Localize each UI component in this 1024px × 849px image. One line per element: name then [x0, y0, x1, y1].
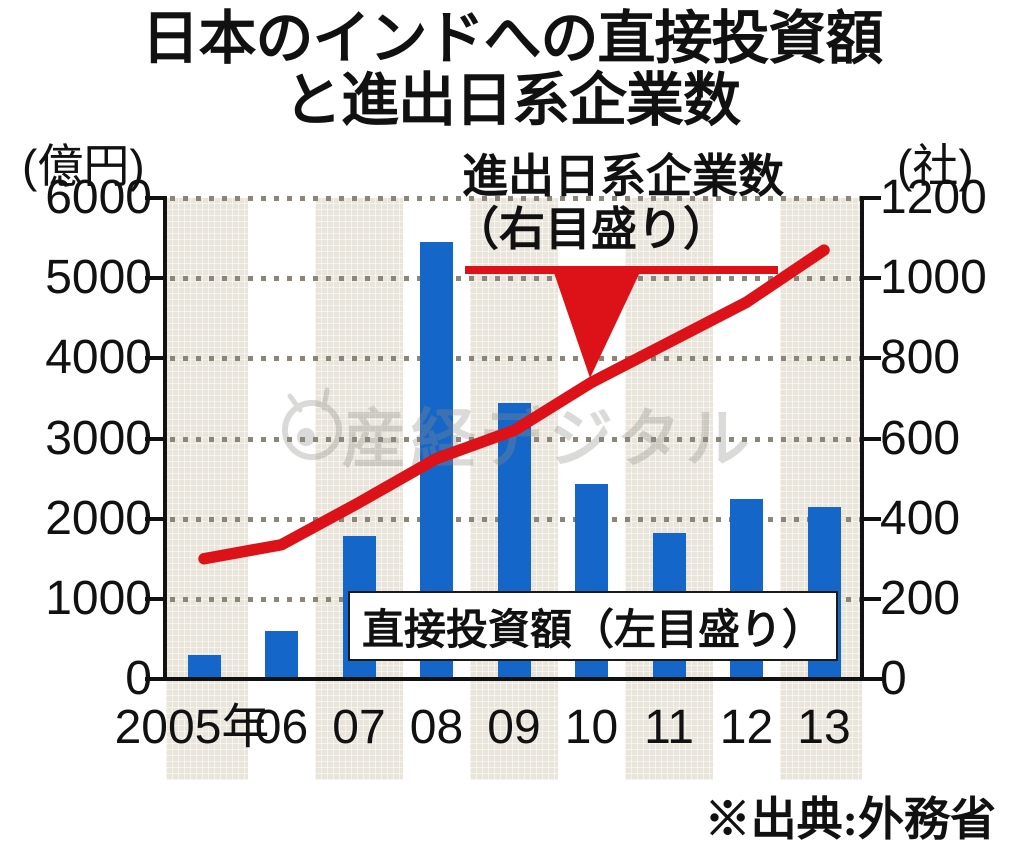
- x-axis-label: 09: [487, 701, 541, 754]
- right-axis-tick-label: 1200: [880, 171, 987, 224]
- right-axis-tick-label: 200: [880, 571, 961, 625]
- x-axis-label: 07: [332, 701, 386, 754]
- left-axis-line: [163, 196, 167, 681]
- left-axis-unit: (億円): [22, 140, 145, 192]
- line-series-label-line2: （右目盛り）: [453, 203, 729, 255]
- right-axis-tick: [862, 516, 881, 521]
- left-axis-tick-label: 4000: [45, 331, 152, 385]
- left-axis-tick: [145, 356, 164, 361]
- right-axis-tick: [862, 436, 881, 441]
- right-axis-tick: [862, 196, 881, 200]
- left-axis-tick: [145, 276, 164, 281]
- x-axis-label: 10: [564, 701, 619, 754]
- chart-title: 日本のインドへの直接投資額 と進出日系企業数: [0, 8, 1024, 132]
- gridline: [170, 276, 860, 282]
- watermark-mascot-icon: [272, 382, 350, 471]
- x-axis-label: 11: [644, 701, 694, 754]
- gridline: [170, 196, 860, 201]
- right-axis-tick-label: 600: [880, 411, 961, 465]
- investment-bar: [265, 630, 298, 679]
- background-band: [166, 198, 248, 780]
- right-axis-tick-label: 0: [880, 652, 907, 705]
- left-axis-tick-label: 3000: [45, 411, 152, 465]
- right-axis-tick-label: 800: [880, 331, 961, 385]
- right-axis-unit: (社): [897, 140, 974, 192]
- right-axis-tick-label: 400: [880, 491, 961, 545]
- left-axis-tick: [145, 516, 164, 521]
- line-series-label-line1: 進出日系企業数: [462, 150, 784, 202]
- left-axis-tick-label: 2000: [45, 491, 152, 545]
- left-axis-tick-label: 1000: [45, 571, 152, 625]
- x-axis-label: 13: [797, 701, 851, 754]
- background-band: [780, 198, 862, 780]
- left-axis-tick: [145, 677, 164, 681]
- source-credit: ※出典:外務省: [704, 794, 996, 845]
- company-count-line: [198, 244, 830, 565]
- investment-bar: [187, 654, 221, 679]
- chart-title-line2: と進出日系企業数: [283, 68, 741, 133]
- left-axis-tick-label: 5000: [45, 251, 152, 305]
- x-axis-label: 12: [719, 701, 774, 754]
- left-axis-tick-label: 6000: [45, 171, 152, 224]
- left-axis-tick: [145, 596, 164, 601]
- bar-series-label: 直接投資額（左目盛り）: [348, 591, 838, 661]
- annotation-arrow: [553, 270, 641, 378]
- right-axis-tick: [862, 596, 881, 601]
- left-axis-tick: [145, 436, 164, 441]
- left-axis-tick: [145, 196, 164, 200]
- right-axis-tick-label: 1000: [880, 251, 987, 305]
- gridline: [170, 356, 860, 362]
- background-band: [625, 198, 713, 780]
- x-axis-label: 2005年: [114, 701, 270, 754]
- x-axis-label: 08: [409, 701, 464, 754]
- chart-title-line1: 日本のインドへの直接投資額: [141, 6, 883, 71]
- x-axis-label: 06: [254, 701, 309, 754]
- right-axis-tick: [862, 276, 881, 281]
- x-axis-line: [160, 677, 882, 681]
- right-axis-tick: [862, 356, 881, 361]
- right-axis-line: [860, 196, 864, 681]
- left-axis-tick-label: 0: [125, 652, 152, 705]
